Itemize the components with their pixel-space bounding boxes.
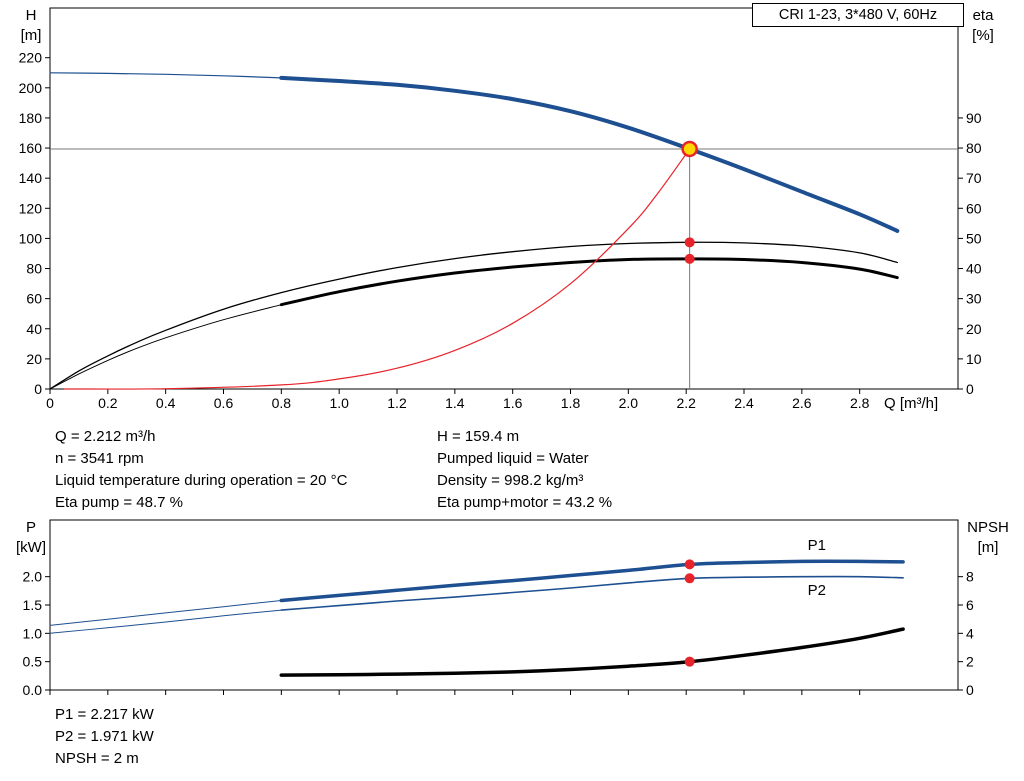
qh-chart-x-tick-label: 0.8	[272, 395, 292, 411]
power-chart-right-tick-label: 2	[966, 654, 974, 670]
h-axis-unit: [m]	[20, 27, 42, 44]
qh-chart-left-tick-label: 100	[19, 230, 43, 246]
qh-chart-x-tick-label: 1.0	[329, 395, 349, 411]
qh-chart-x-tick-label: 1.8	[561, 395, 581, 411]
npsh-axis-label: NPSH [m]	[960, 518, 1016, 558]
qh-chart-right-tick-label: 30	[966, 291, 982, 307]
p-axis-unit: [kW]	[16, 539, 46, 556]
qh-chart-x-tick-label: 0.2	[98, 395, 118, 411]
qh-chart-right-tick-label: 70	[966, 170, 982, 186]
info-line-eta-total: Eta pump+motor = 43.2 %	[437, 494, 613, 511]
qh-chart-left-tick-label: 160	[19, 140, 43, 156]
info-line-n: n = 3541 rpm	[55, 450, 144, 467]
p-axis-symbol: P	[25, 519, 36, 536]
power-chart-left-tick-label: 1.5	[23, 597, 43, 613]
qh-chart-right-tick-label: 40	[966, 261, 982, 277]
p2-curve-low	[49, 609, 282, 634]
power-chart-left-tick-label: 0.5	[23, 654, 43, 670]
npsh-marker	[684, 656, 695, 667]
operating-data-left: Q = 2.212 m³/h n = 3541 rpm Liquid tempe…	[55, 426, 347, 514]
p1-curve-low	[49, 600, 282, 626]
info-line-q: Q = 2.212 m³/h	[55, 428, 156, 445]
qh-chart-right-tick-label: 50	[966, 230, 982, 246]
p2-marker	[684, 573, 695, 584]
eta-pump-motor-curve-low	[49, 304, 282, 390]
qh-chart-right-tick-label: 80	[966, 140, 982, 156]
info-line-eta-pump: Eta pump = 48.7 %	[55, 494, 183, 511]
qh-chart-left-tick-label: 200	[19, 80, 43, 96]
qh-chart-left-tick-label: 0	[34, 381, 42, 397]
h-axis-label: H [m]	[8, 6, 54, 46]
q-axis-label: Q [m³/h]	[884, 395, 939, 412]
qh-chart-right-tick-label: 90	[966, 110, 982, 126]
power-chart-left-tick-label: 2.0	[23, 569, 43, 585]
pump-title-box: CRI 1-23, 3*480 V, 60Hz	[752, 3, 964, 27]
power-chart-right-tick-label: 0	[966, 682, 974, 698]
duty-point-marker	[681, 140, 698, 158]
info-line-p2: P2 = 1.971 kW	[55, 728, 154, 745]
power-chart-right-tick-label: 8	[966, 569, 974, 585]
qh-chart-left-tick-label: 20	[26, 351, 42, 367]
qh-chart-x-tick-label: 2.8	[850, 395, 870, 411]
eta-axis-symbol: eta	[972, 7, 994, 24]
qh-chart-x-tick-label: 0	[46, 395, 54, 411]
qh-chart-right-tick-label: 20	[966, 321, 982, 337]
qh-chart-right-tick-label: 10	[966, 351, 982, 367]
eta-pump-marker	[684, 237, 695, 248]
p2-curve	[280, 575, 904, 611]
npsh-axis-unit: [m]	[977, 539, 999, 556]
p1-curve	[279, 559, 905, 603]
h-axis-symbol: H	[25, 7, 37, 24]
qh-chart-left-tick-label: 60	[26, 291, 42, 307]
power-chart-right-tick-label: 4	[966, 625, 974, 641]
qh-chart-x-tick-label: 1.4	[445, 395, 465, 411]
power-chart-right-tick-label: 6	[966, 597, 974, 613]
operating-data-right: H = 159.4 m Pumped liquid = Water Densit…	[437, 426, 612, 514]
p1-label: P1	[808, 537, 826, 554]
eta-axis-label: eta [%]	[958, 6, 1008, 46]
qh-chart-left-tick-label: 140	[19, 170, 43, 186]
info-line-h: H = 159.4 m	[437, 428, 520, 445]
info-line-p1: P1 = 2.217 kW	[55, 706, 154, 723]
qh-chart-left-tick-label: 80	[26, 261, 42, 277]
npsh-curve	[279, 627, 905, 677]
info-line-temp: Liquid temperature during operation = 20…	[55, 472, 348, 489]
info-line-npsh: NPSH = 2 m	[55, 750, 139, 767]
qh-chart-right-tick-label: 60	[966, 200, 982, 216]
eta-pump-curve	[49, 241, 898, 390]
power-chart-left-tick-label: 0.0	[23, 682, 43, 698]
p1-marker	[684, 559, 695, 570]
qh-chart-x-tick-label: 0.4	[156, 395, 176, 411]
info-line-density: Density = 998.2 kg/m³	[437, 472, 584, 489]
qh-chart-x-tick-label: 2.4	[734, 395, 754, 411]
qh-chart-left-tick-label: 180	[19, 110, 43, 126]
qh-chart-right-tick-label: 0	[966, 381, 974, 397]
p-axis-label: P [kW]	[8, 518, 54, 558]
power-data: P1 = 2.217 kW P2 = 1.971 kW NPSH = 2 m	[55, 704, 154, 770]
qh-chart-x-tick-label: 2.6	[792, 395, 812, 411]
qh-chart-frame	[49, 7, 959, 390]
p2-label: P2	[808, 582, 826, 599]
eta-axis-unit: [%]	[972, 27, 994, 44]
h-curve	[279, 75, 900, 233]
eta-pump-motor-marker	[684, 253, 695, 264]
qh-chart-x-tick-label: 1.2	[387, 395, 407, 411]
qh-chart-left-tick-label: 220	[19, 50, 43, 66]
duty-curve-red	[63, 148, 691, 390]
qh-chart-x-tick-label: 0.6	[214, 395, 234, 411]
h-curve-segment-low	[49, 72, 282, 79]
info-line-liquid: Pumped liquid = Water	[437, 450, 589, 467]
qh-chart-x-tick-label: 2.0	[619, 395, 639, 411]
qh-chart-left-tick-label: 120	[19, 200, 43, 216]
power-chart-left-tick-label: 1.0	[23, 625, 43, 641]
qh-chart-x-tick-label: 2.2	[676, 395, 696, 411]
npsh-axis-symbol: NPSH	[967, 519, 1009, 536]
eta-pump-motor-curve	[279, 257, 899, 307]
qh-chart-x-tick-label: 1.6	[503, 395, 523, 411]
qh-chart-left-tick-label: 40	[26, 321, 42, 337]
